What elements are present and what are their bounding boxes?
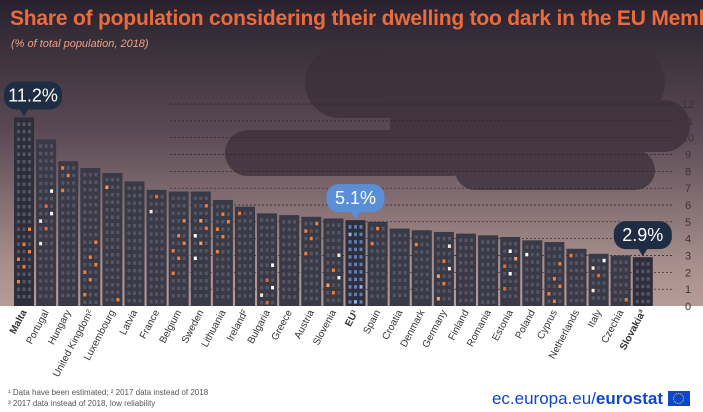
value-badge: 2.9%	[613, 221, 672, 257]
bar-windows	[39, 144, 54, 298]
bar-24	[544, 242, 565, 306]
eu-flag-icon	[668, 391, 690, 406]
bar-windows	[304, 221, 319, 301]
bar-windows	[525, 245, 540, 302]
y-tick-label: 0	[685, 301, 691, 313]
y-tick-label: 2	[685, 267, 691, 279]
y-tick-label: 10	[682, 133, 694, 145]
value-badge: 5.1%	[326, 184, 385, 220]
y-tick-label: 9	[685, 150, 691, 162]
bar-windows	[105, 178, 120, 302]
badge-label: 5.1%	[335, 188, 376, 208]
badge-label: 11.2%	[8, 85, 58, 105]
bar-23	[522, 240, 543, 306]
bar-windows	[635, 262, 650, 304]
chart-subtitle: (% of total population, 2018)	[11, 38, 149, 50]
bar-windows	[414, 235, 429, 299]
bar-windows	[260, 218, 275, 305]
bar-5	[124, 181, 145, 306]
brand-url: ec.europa.eu/	[491, 389, 596, 408]
bar-windows	[370, 226, 385, 298]
badge-label: 2.9%	[622, 225, 663, 245]
bar-windows	[61, 166, 76, 298]
bar-windows	[171, 196, 186, 298]
bar-windows	[503, 241, 518, 298]
bar-windows	[326, 223, 341, 302]
bar-windows	[238, 211, 252, 298]
bar-windows	[459, 238, 473, 303]
y-tick-label: 4	[685, 234, 691, 246]
brand-name: eurostat	[595, 389, 663, 408]
bar-windows	[547, 247, 562, 304]
chart-title: Share of population considering their dw…	[10, 7, 703, 30]
y-tick-label: 8	[685, 166, 691, 178]
bar-windows	[348, 225, 363, 304]
bar-windows	[569, 253, 584, 303]
y-tick-label: 6	[685, 200, 691, 212]
bar-windows	[193, 196, 208, 298]
bar-windows	[392, 233, 407, 298]
bar-windows	[282, 220, 297, 299]
bar-windows	[127, 186, 142, 303]
eurostat-link[interactable]: ec.europa.eu/eurostat	[492, 389, 663, 409]
value-badge: 11.2%	[4, 81, 62, 117]
bar-windows	[591, 258, 606, 300]
bar-windows	[83, 172, 98, 304]
footnote-1: ¹ Data have been estimated; ² 2017 data …	[8, 388, 209, 397]
ground	[0, 306, 703, 378]
bar-windows	[149, 194, 164, 304]
bar-windows	[481, 240, 496, 304]
bar-windows	[215, 204, 230, 299]
y-tick-label: 12	[682, 99, 694, 111]
bar-windows	[613, 260, 628, 302]
bar-windows	[436, 236, 451, 301]
y-tick-label: 1	[685, 284, 691, 296]
cloud-decoration	[225, 48, 690, 190]
y-tick-label: 11	[682, 116, 693, 128]
y-tick-label: 3	[685, 251, 691, 263]
y-tick-label: 7	[685, 183, 691, 195]
y-tick-label: 5	[685, 217, 691, 229]
bar-windows	[17, 122, 31, 299]
footnote-2: ³ 2017 data instead of 2018, low reliabi…	[8, 399, 156, 408]
